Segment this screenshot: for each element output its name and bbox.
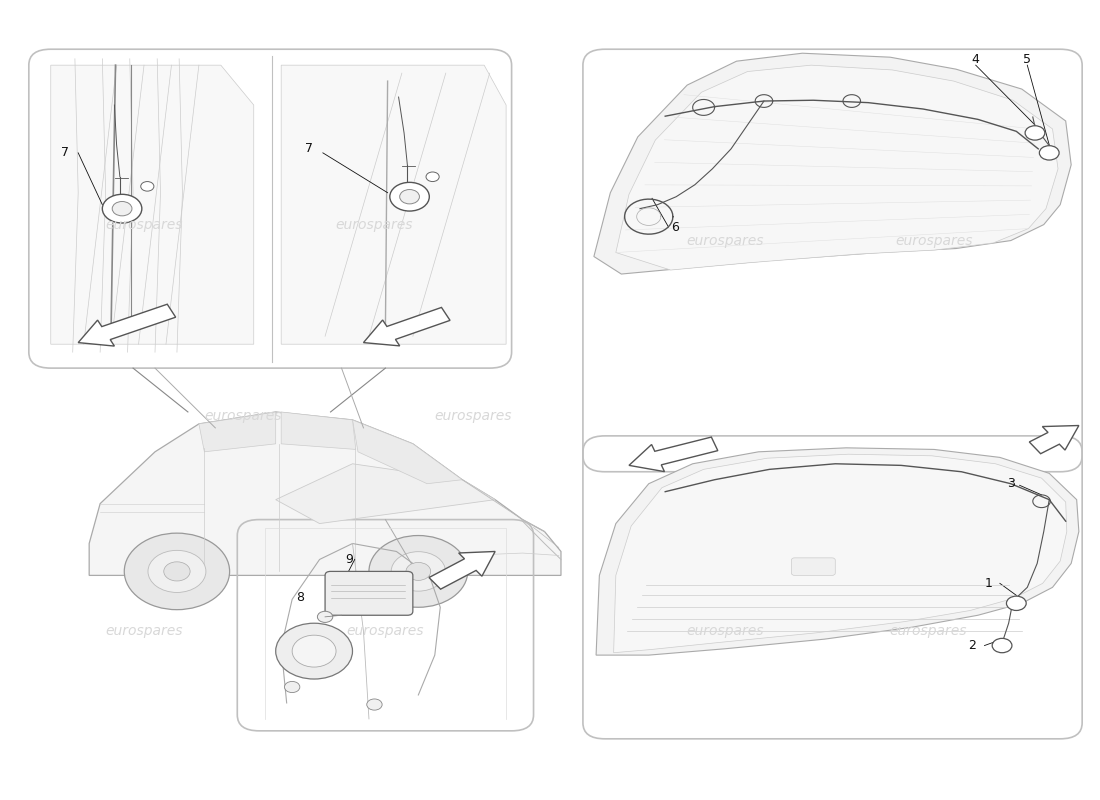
Circle shape [389, 182, 429, 211]
Circle shape [426, 172, 439, 182]
Polygon shape [282, 412, 355, 450]
Circle shape [406, 562, 431, 580]
Polygon shape [51, 65, 254, 344]
Circle shape [293, 635, 336, 667]
Polygon shape [89, 412, 561, 575]
Text: 4: 4 [971, 53, 980, 66]
Text: eurospares: eurospares [434, 409, 512, 423]
Text: eurospares: eurospares [336, 218, 414, 232]
Circle shape [1040, 146, 1059, 160]
FancyBboxPatch shape [326, 571, 412, 615]
Polygon shape [1030, 426, 1079, 454]
Text: 9: 9 [345, 553, 353, 566]
Circle shape [285, 682, 300, 693]
Text: 7: 7 [305, 142, 312, 155]
Polygon shape [594, 54, 1071, 274]
Circle shape [368, 535, 468, 607]
Text: eurospares: eurospares [346, 624, 425, 638]
Circle shape [992, 638, 1012, 653]
Polygon shape [596, 448, 1079, 655]
Polygon shape [199, 412, 276, 452]
Text: 6: 6 [671, 221, 679, 234]
Polygon shape [616, 65, 1058, 270]
Polygon shape [282, 65, 506, 344]
Text: eurospares: eurospares [895, 234, 972, 247]
Circle shape [112, 202, 132, 216]
Text: 8: 8 [296, 591, 304, 604]
Polygon shape [276, 464, 495, 523]
Text: eurospares: eurospares [686, 624, 764, 638]
Circle shape [1025, 126, 1045, 140]
Polygon shape [629, 437, 718, 472]
Polygon shape [614, 454, 1067, 653]
Text: 7: 7 [60, 146, 69, 159]
Circle shape [102, 194, 142, 223]
Text: eurospares: eurospares [106, 218, 183, 232]
Text: 1: 1 [984, 577, 993, 590]
FancyBboxPatch shape [791, 558, 835, 575]
Text: eurospares: eurospares [106, 624, 183, 638]
Circle shape [276, 623, 352, 679]
Text: 3: 3 [1006, 478, 1015, 490]
Polygon shape [363, 307, 450, 346]
Circle shape [124, 533, 230, 610]
Polygon shape [78, 304, 176, 346]
Polygon shape [352, 420, 462, 484]
Text: 2: 2 [968, 639, 977, 652]
Circle shape [148, 550, 206, 593]
Text: eurospares: eurospares [686, 234, 764, 247]
Text: eurospares: eurospares [890, 624, 967, 638]
Polygon shape [429, 551, 495, 589]
Circle shape [318, 611, 332, 622]
Circle shape [1006, 596, 1026, 610]
Text: eurospares: eurospares [204, 409, 282, 423]
Circle shape [366, 699, 382, 710]
Circle shape [399, 190, 419, 204]
Circle shape [164, 562, 190, 581]
Circle shape [392, 552, 446, 591]
Text: 5: 5 [1023, 53, 1032, 66]
Circle shape [141, 182, 154, 191]
